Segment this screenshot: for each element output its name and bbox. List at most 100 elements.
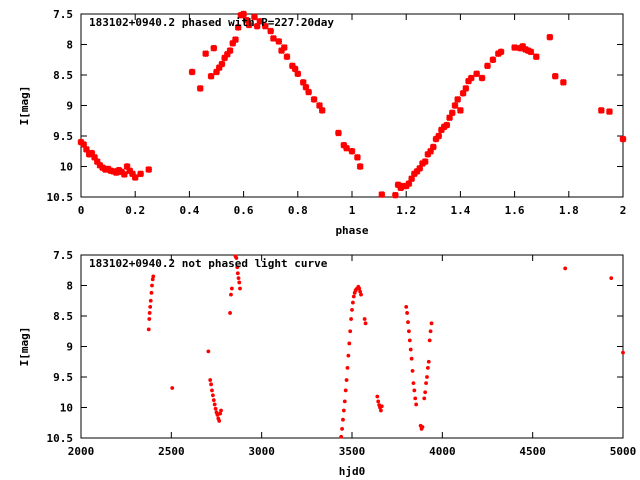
unphased-data-point [150,277,155,282]
phased-data-point [299,78,307,86]
unphased-plot-frame [80,254,624,439]
phased-data-point [451,102,459,109]
phased-ytick-label: 9 [66,100,73,113]
phased-data-point [429,143,437,151]
phased-data-point [251,13,258,21]
phased-data-point [378,191,386,198]
unphased-data-point [206,349,211,354]
unphased-xtick-label: 2500 [158,445,185,458]
phased-data-point [489,56,497,64]
unphased-data-point [147,311,152,315]
phased-xtick-label: 0.6 [234,204,254,217]
unphased-data-point [217,419,222,423]
unphased-data-point [150,283,154,288]
unphased-ytick-label: 10 [60,402,73,415]
unphased-data-point [235,271,240,276]
unphased-data-point [427,338,432,343]
unphased-data-point [209,382,213,387]
phased-data-point [457,107,464,114]
phased-data-point [221,54,229,62]
unphased-data-point [213,406,218,411]
phased-data-point [120,171,128,178]
unphased-data-point [210,393,215,398]
phased-xtick-label: 2 [620,204,627,217]
unphased-xtick-label: 2000 [68,445,95,458]
unphased-data-point [407,329,411,334]
unphased-data-point [351,300,355,305]
phased-data-point [448,109,456,117]
unphased-data-point [229,292,233,297]
unphased-data-point [235,265,240,270]
unphased-data-point [229,286,234,291]
unphased-data-point [428,329,433,334]
phased-data-point [88,149,96,157]
unphased-xtick-label: 5000 [610,445,637,458]
unphased-data-point [410,369,415,373]
phased-data-point [210,44,218,52]
unphased-ytick-label: 8 [66,280,73,293]
unphased-data-point [346,353,351,358]
phased-data-point [278,47,285,54]
phased-plot-xlabel: phase [335,224,368,237]
unphased-data-point [405,311,410,315]
unphased-data-point [379,408,383,413]
phased-data-point [302,83,310,91]
phased-data-point [253,22,261,30]
unphased-data-point [341,408,346,413]
unphased-data-point [236,276,241,281]
unphased-ytick-label: 8.5 [53,310,73,323]
phased-plot-points [77,10,627,199]
unphased-plot-title: 183102+0940.2 not phased light curve [89,257,328,270]
phased-plot-title: 183102+0940.2 phased with P=227.20day [89,16,334,29]
phased-data-point [91,153,98,161]
phased-data-point [454,96,462,103]
unphased-data-point [408,347,413,352]
phased-data-point [232,36,239,43]
unphased-data-point [379,404,384,409]
unphased-data-point [359,292,363,297]
phased-data-point [619,135,627,143]
phased-plot-ticks: 0 0.2 0.4 0.6 0.8 1 1.2 1.4 1.6 1.8 2 7.5 8 8.5 9 9.5 10… [47,8,627,217]
phased-data-point [215,64,223,72]
unphased-data-point [212,402,217,407]
phased-data-point [256,17,264,25]
phased-data-point [348,147,356,155]
unphased-data-point [234,256,239,260]
phased-data-point [93,158,101,165]
phased-data-point [435,132,443,140]
phased-xtick-label: 1 [349,204,356,217]
phased-data-point [478,74,486,82]
phased-data-point [438,126,445,134]
unphased-data-point [563,266,568,271]
phased-xtick-label: 0 [78,204,85,217]
unphased-data-point [406,320,410,324]
unphased-data-point [238,286,242,291]
unphased-data-point [351,294,356,299]
unphased-data-point [344,378,349,382]
unphased-xtick-label: 3500 [339,445,366,458]
unphased-data-point [228,311,232,315]
phased-data-point [283,53,291,61]
phased-data-point [413,168,421,175]
phased-data-point [234,24,242,31]
phased-data-point [408,175,415,183]
phased-data-point [213,68,220,76]
phased-data-point [145,166,153,173]
unphased-data-point [404,304,409,309]
phased-xtick-label: 0.2 [125,204,145,217]
unphased-data-point [423,390,428,395]
unphased-xtick-label: 3000 [248,445,275,458]
unphased-data-point [425,365,430,370]
unphased-xtick-label: 4500 [519,445,546,458]
unphased-data-point [375,394,380,399]
unphased-data-point [362,317,367,321]
unphased-data-point [621,350,625,355]
phased-data-point [335,129,342,137]
phased-data-point [123,163,131,170]
unphased-data-point [422,396,427,401]
unphased-data-point [413,396,418,401]
phased-data-point [462,85,470,92]
phased-data-point [318,107,326,114]
unphased-data-point [149,290,154,295]
